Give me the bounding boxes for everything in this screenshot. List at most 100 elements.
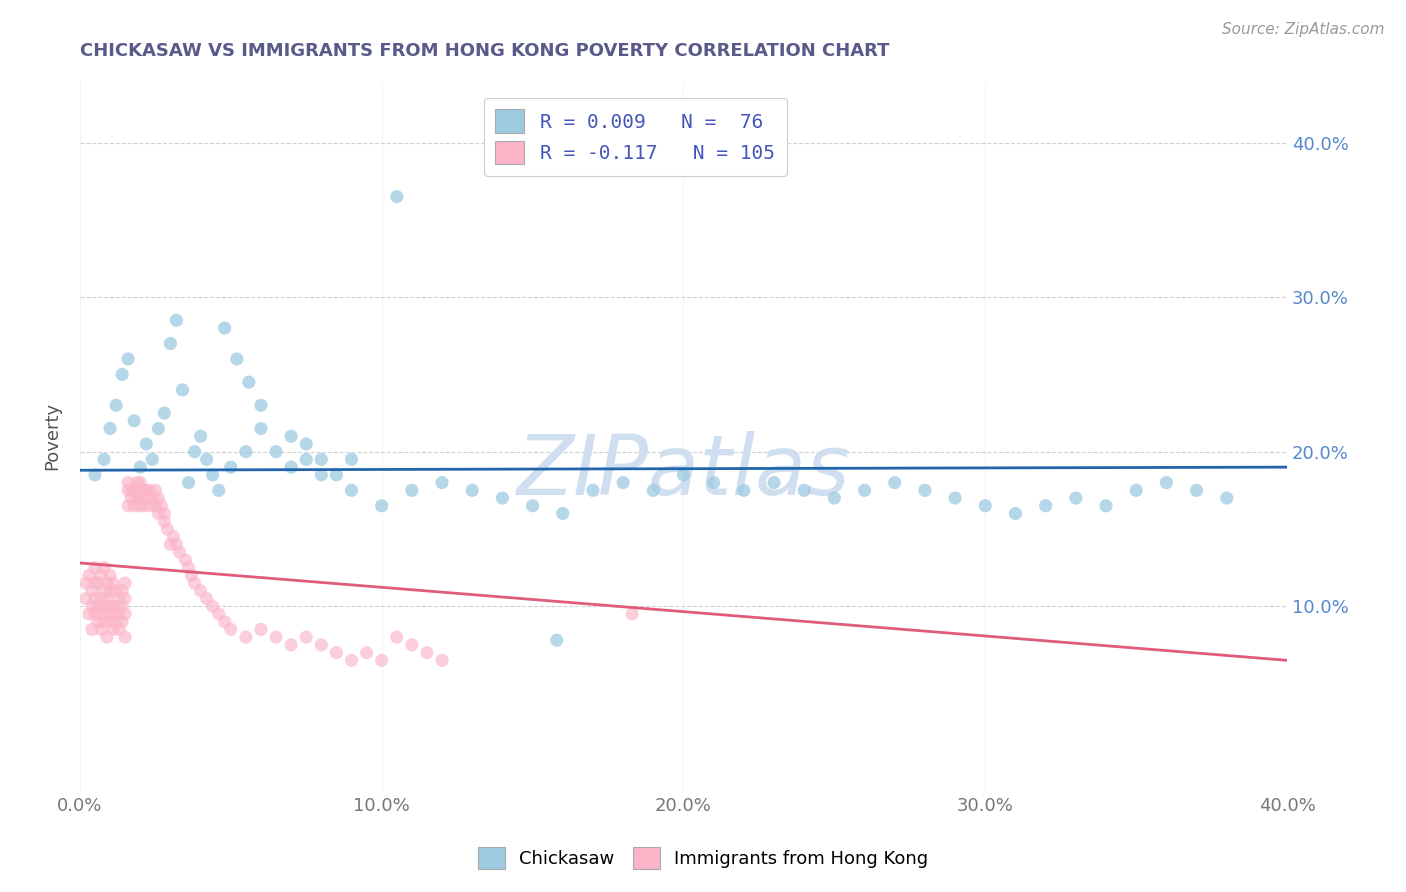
Point <box>1185 483 1208 498</box>
Text: Source: ZipAtlas.com: Source: ZipAtlas.com <box>1222 22 1385 37</box>
Point <box>264 444 287 458</box>
Point <box>80 599 103 614</box>
Point <box>621 607 644 621</box>
Point <box>129 499 152 513</box>
Point <box>153 507 176 521</box>
Point <box>165 313 187 327</box>
Point <box>491 491 513 505</box>
Point <box>93 599 115 614</box>
Point <box>250 398 273 412</box>
Point <box>153 514 176 528</box>
Point <box>214 321 236 335</box>
Point <box>148 421 170 435</box>
Point <box>132 483 155 498</box>
Point <box>214 615 236 629</box>
Point <box>401 483 423 498</box>
Point <box>201 599 224 614</box>
Point <box>101 576 124 591</box>
Point <box>295 452 318 467</box>
Point <box>120 491 142 505</box>
Point <box>122 499 145 513</box>
Point <box>235 444 257 458</box>
Point <box>84 467 107 482</box>
Point <box>90 591 112 606</box>
Point <box>225 351 247 366</box>
Point <box>793 483 815 498</box>
Point <box>311 638 333 652</box>
Point <box>195 452 218 467</box>
Point <box>582 483 605 498</box>
Point <box>108 623 131 637</box>
Point <box>90 568 112 582</box>
Point <box>108 591 131 606</box>
Point <box>108 607 131 621</box>
Point <box>551 507 574 521</box>
Point <box>356 646 378 660</box>
Point <box>120 483 142 498</box>
Point <box>219 460 242 475</box>
Point <box>461 483 484 498</box>
Point <box>177 560 200 574</box>
Point <box>77 568 100 582</box>
Point <box>150 499 173 513</box>
Point <box>672 467 695 482</box>
Point <box>1125 483 1147 498</box>
Point <box>138 483 160 498</box>
Point <box>141 491 163 505</box>
Point <box>117 483 139 498</box>
Point <box>93 560 115 574</box>
Point <box>643 483 665 498</box>
Point <box>84 607 107 621</box>
Point <box>101 623 124 637</box>
Point <box>143 483 166 498</box>
Point <box>546 633 568 648</box>
Point <box>135 483 157 498</box>
Point <box>733 483 755 498</box>
Point <box>96 576 118 591</box>
Point <box>430 475 453 490</box>
Point <box>80 623 103 637</box>
Point <box>183 444 205 458</box>
Point <box>159 537 181 551</box>
Point <box>80 583 103 598</box>
Point <box>280 429 302 443</box>
Point <box>250 623 273 637</box>
Point <box>974 499 997 513</box>
Point <box>612 475 634 490</box>
Point <box>235 630 257 644</box>
Point <box>201 467 224 482</box>
Point <box>195 591 218 606</box>
Point <box>114 630 136 644</box>
Point <box>111 583 134 598</box>
Point <box>853 483 876 498</box>
Text: ZIPatlas: ZIPatlas <box>516 431 851 512</box>
Point <box>177 475 200 490</box>
Point <box>98 583 121 598</box>
Point <box>98 615 121 629</box>
Point <box>311 467 333 482</box>
Point <box>325 467 347 482</box>
Point <box>340 653 363 667</box>
Point <box>138 499 160 513</box>
Point <box>96 630 118 644</box>
Point <box>325 646 347 660</box>
Point <box>105 583 128 598</box>
Point <box>340 483 363 498</box>
Point <box>114 591 136 606</box>
Legend: R = 0.009   N =  76, R = -0.117   N = 105: R = 0.009 N = 76, R = -0.117 N = 105 <box>484 97 787 176</box>
Point <box>763 475 786 490</box>
Point <box>111 615 134 629</box>
Point <box>1156 475 1178 490</box>
Point <box>430 653 453 667</box>
Point <box>129 475 152 490</box>
Point <box>162 530 184 544</box>
Point <box>153 406 176 420</box>
Point <box>135 437 157 451</box>
Point <box>87 615 110 629</box>
Point <box>114 607 136 621</box>
Point <box>190 429 212 443</box>
Point <box>96 591 118 606</box>
Point <box>122 483 145 498</box>
Point <box>165 537 187 551</box>
Point <box>1035 499 1057 513</box>
